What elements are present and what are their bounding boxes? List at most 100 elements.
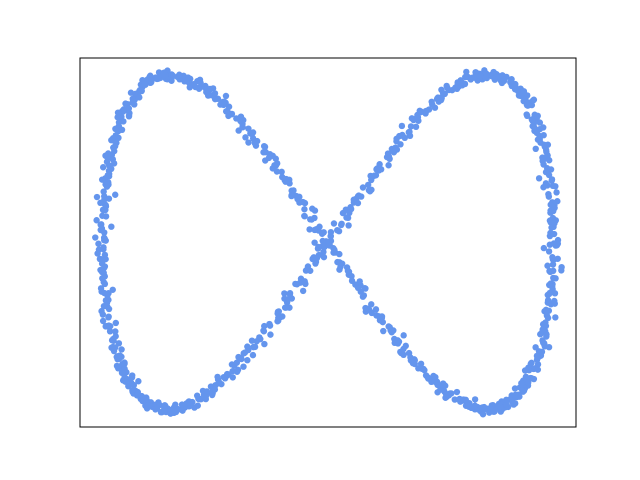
scatter-point [102, 237, 109, 244]
scatter-point [126, 109, 133, 117]
scatter-point [299, 198, 307, 206]
scatter-point [266, 320, 273, 328]
scatter-point [240, 363, 247, 370]
scatter-point [408, 115, 416, 122]
scatter-point [407, 123, 415, 130]
scatter-point [552, 183, 559, 190]
scatter-point [412, 123, 420, 131]
scatter-point [222, 108, 230, 115]
scatter-point [400, 332, 407, 339]
scatter-point [95, 240, 102, 247]
scatter-point [364, 181, 372, 189]
scatter-point [361, 285, 369, 292]
scatter-point [417, 360, 425, 368]
scatter-point [144, 402, 152, 409]
scatter-point [194, 402, 201, 409]
scatter-point [288, 187, 295, 194]
scatter-point [367, 172, 374, 180]
scatter-point [130, 381, 138, 389]
scatter-point [108, 223, 115, 230]
scatter-point [550, 230, 558, 238]
scatter-point [216, 380, 223, 387]
scatter-point [544, 314, 552, 322]
scatter-point [103, 299, 110, 306]
scatter-point [97, 199, 104, 207]
scatter-point [546, 157, 553, 164]
scatter-point [540, 244, 548, 252]
scatter-point [242, 134, 249, 141]
scatter-point [187, 401, 194, 409]
scatter-point [251, 343, 259, 351]
scatter-point [391, 335, 398, 343]
scatter-point [338, 220, 345, 227]
scatter-point [282, 304, 290, 311]
scatter-point [286, 289, 294, 297]
scatter-point [364, 305, 372, 312]
scatter-point [107, 322, 114, 330]
scatter-point [245, 125, 252, 132]
scatter-point [307, 267, 314, 274]
scatter-point [93, 217, 100, 224]
scatter-point [109, 286, 116, 293]
scatter-point [549, 267, 557, 274]
scatter-point [545, 290, 553, 298]
scatter-point [211, 90, 219, 97]
scatter-point [462, 396, 469, 404]
scatter-point [551, 290, 559, 297]
scatter-point [540, 131, 547, 139]
scatter-point [439, 380, 447, 387]
scatter-point [93, 193, 101, 201]
scatter-point [101, 263, 109, 270]
scatter-point [384, 150, 392, 157]
scatter-point [528, 359, 535, 367]
scatter-point [350, 196, 357, 203]
scatter-point [471, 396, 479, 403]
scatter-point [112, 328, 119, 335]
scatter-point [421, 366, 428, 374]
scatter-point [330, 249, 337, 256]
scatter-point [274, 310, 281, 317]
scatter-point [271, 162, 278, 169]
scatter-point [540, 184, 547, 191]
scatter-point [301, 206, 308, 213]
scatter-point [537, 139, 544, 146]
scatter-point [106, 328, 114, 335]
scatter-point [253, 137, 261, 145]
scatter-point [112, 191, 119, 198]
scatter-point [392, 144, 399, 151]
scatter-point [552, 242, 559, 249]
scatter-point [372, 306, 380, 313]
scatter-point [345, 268, 353, 275]
scatter-point [231, 362, 238, 369]
scatter-point [368, 301, 375, 308]
scatter-point [523, 112, 531, 120]
scatter-point [445, 392, 453, 399]
scatter-point [115, 365, 122, 372]
scatter-point [233, 115, 240, 122]
scatter-point [402, 342, 409, 350]
scatter-point [223, 370, 231, 378]
scatter-point [372, 172, 380, 179]
scatter-point [405, 349, 413, 357]
scatter-point [380, 327, 387, 335]
scatter-point [122, 378, 129, 385]
scatter-point [368, 186, 375, 193]
scatter-point [102, 213, 110, 220]
scatter-point [521, 367, 529, 374]
scatter-point [335, 228, 343, 235]
scatter-point [131, 101, 138, 108]
scatter-point [129, 387, 136, 394]
scatter-point [99, 164, 107, 171]
scatter-point [551, 300, 558, 307]
scatter-point [525, 379, 532, 386]
scatter-point [525, 101, 533, 109]
scatter-point [443, 82, 450, 90]
scatter-point [428, 98, 435, 105]
scatter-point [463, 68, 470, 76]
scatter-point [397, 348, 404, 356]
scatter-point [297, 275, 305, 282]
scatter-point [519, 388, 527, 395]
scatter-point [102, 206, 109, 214]
scatter-point [283, 175, 290, 183]
scatter-point [358, 193, 365, 200]
